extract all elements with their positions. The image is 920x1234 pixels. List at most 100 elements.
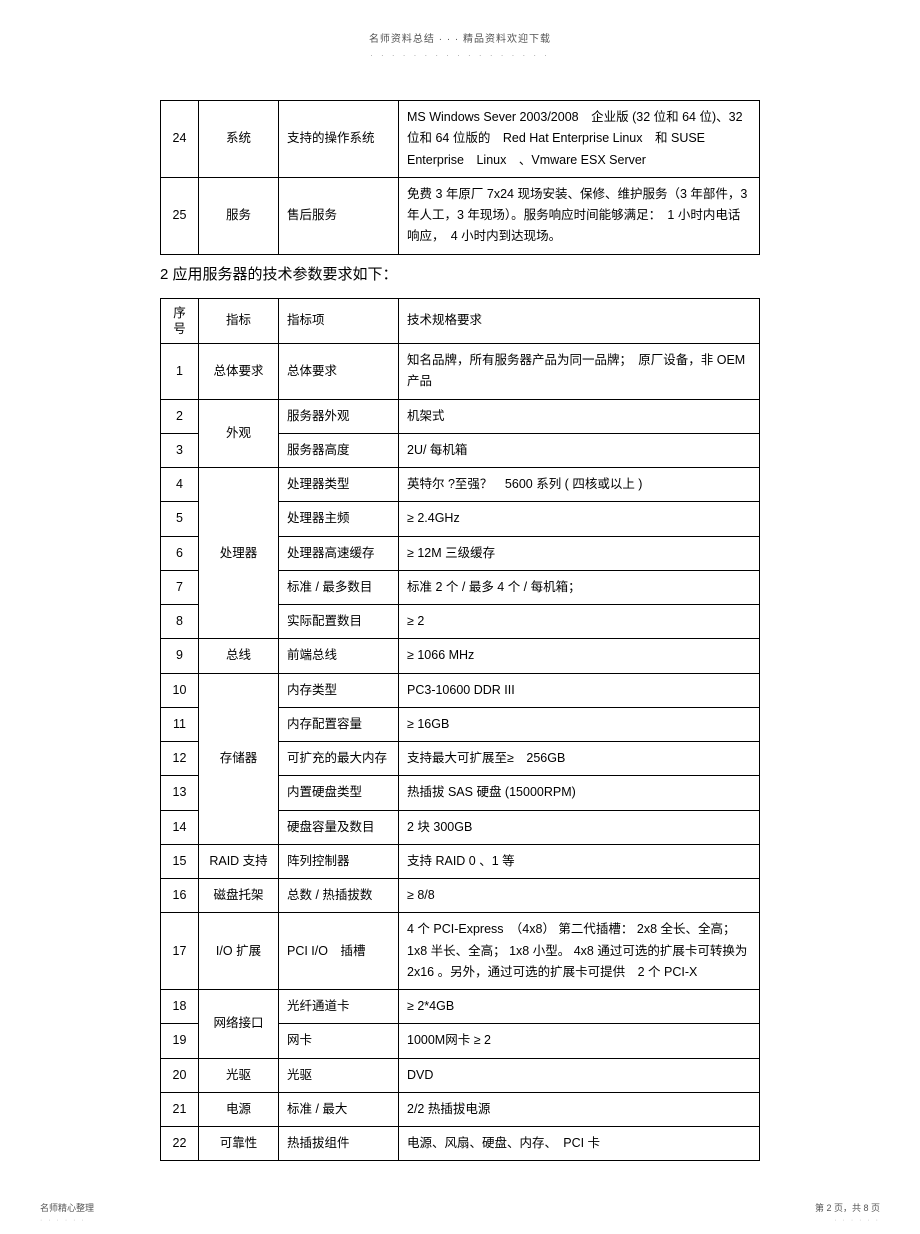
cell-item: PCI I/O 插槽 (279, 913, 399, 990)
cell-seq: 21 (161, 1092, 199, 1126)
cell-item: 光驱 (279, 1058, 399, 1092)
table-row: 16磁盘托架总数 / 热插拔数≥ 8/8 (161, 879, 760, 913)
cell-seq: 11 (161, 707, 199, 741)
cell-cat: 总线 (199, 639, 279, 673)
cell-item: 内置硬盘类型 (279, 776, 399, 810)
cell-seq: 5 (161, 502, 199, 536)
table-row: 4处理器处理器类型英特尔 ?至强？ 5600 系列 ( 四核或以上 ) (161, 468, 760, 502)
cell-cat: 系统 (199, 101, 279, 178)
cell-seq: 12 (161, 742, 199, 776)
cell-spec: MS Windows Sever 2003/2008 企业版 (32 位和 64… (399, 101, 760, 178)
table-row: 17I/O 扩展PCI I/O 插槽4 个 PCI-Express （4x8） … (161, 913, 760, 990)
cell-item: 热插拔组件 (279, 1127, 399, 1161)
cell-cat: 总体要求 (199, 344, 279, 400)
cell-cat: 网络接口 (199, 990, 279, 1059)
cell-seq: 4 (161, 468, 199, 502)
cell-spec: 4 个 PCI-Express （4x8） 第二代插槽： 2x8 全长、全高； … (399, 913, 760, 990)
cell-cat: 处理器 (199, 468, 279, 639)
cell-spec: 热插拔 SAS 硬盘 (15000RPM) (399, 776, 760, 810)
cell-item: 阵列控制器 (279, 844, 399, 878)
cell-item: 服务器高度 (279, 433, 399, 467)
table-row: 21电源标准 / 最大2/2 热插拔电源 (161, 1092, 760, 1126)
cell-spec: 英特尔 ?至强？ 5600 系列 ( 四核或以上 ) (399, 468, 760, 502)
cell-spec: 知名品牌，所有服务器产品为同一品牌； 原厂设备，非 OEM产品 (399, 344, 760, 400)
cell-spec: 机架式 (399, 399, 760, 433)
header-cell-spec: 技术规格要求 (399, 298, 760, 344)
cell-seq: 16 (161, 879, 199, 913)
table-row: 2外观服务器外观机架式 (161, 399, 760, 433)
section-2-title: 2 应用服务器的技术参数要求如下： (160, 263, 760, 284)
cell-seq: 24 (161, 101, 199, 178)
table-row: 18网络接口光纤通道卡≥ 2*4GB (161, 990, 760, 1024)
cell-spec: 免费 3 年原厂 7x24 现场安装、保修、维护服务（3 年部件，3 年人工，3… (399, 177, 760, 254)
page-header-title: 名师资料总结 · · · 精品资料欢迎下载 (160, 30, 760, 45)
footer-right-text: 第 2 页，共 8 页 (815, 1201, 880, 1214)
header-cell-seq: 序 号 (161, 298, 199, 344)
cell-item: 实际配置数目 (279, 605, 399, 639)
cell-seq: 7 (161, 570, 199, 604)
table-row: 10存储器内存类型PC3-10600 DDR III (161, 673, 760, 707)
cell-seq: 3 (161, 433, 199, 467)
cell-seq: 22 (161, 1127, 199, 1161)
cell-seq: 20 (161, 1058, 199, 1092)
cell-cat: 光驱 (199, 1058, 279, 1092)
cell-spec: ≥ 16GB (399, 707, 760, 741)
cell-item: 光纤通道卡 (279, 990, 399, 1024)
cell-seq: 17 (161, 913, 199, 990)
page-header-dots: · · · · · · · · · · · · · · · · · (160, 51, 760, 60)
header-cell-cat: 指标 (199, 298, 279, 344)
cell-item: 可扩充的最大内存 (279, 742, 399, 776)
table-row: 24系统支持的操作系统MS Windows Sever 2003/2008 企业… (161, 101, 760, 178)
cell-cat: 电源 (199, 1092, 279, 1126)
cell-seq: 10 (161, 673, 199, 707)
cell-spec: DVD (399, 1058, 760, 1092)
table-header-row: 序 号指标指标项技术规格要求 (161, 298, 760, 344)
cell-spec: 支持最大可扩展至≥ 256GB (399, 742, 760, 776)
footer-dots-right: · · · · · · (834, 1217, 880, 1224)
cell-item: 处理器高速缓存 (279, 536, 399, 570)
cell-spec: 标准 2 个 / 最多 4 个 / 每机箱； (399, 570, 760, 604)
cell-item: 标准 / 最多数目 (279, 570, 399, 604)
footer-dots-left: · · · · · · (40, 1217, 86, 1224)
cell-seq: 14 (161, 810, 199, 844)
cell-item: 内存配置容量 (279, 707, 399, 741)
cell-spec: 2/2 热插拔电源 (399, 1092, 760, 1126)
table-row: 9总线前端总线≥ 1066 MHz (161, 639, 760, 673)
page-container: 名师资料总结 · · · 精品资料欢迎下载 · · · · · · · · · … (0, 0, 920, 1234)
cell-seq: 15 (161, 844, 199, 878)
cell-item: 服务器外观 (279, 399, 399, 433)
cell-seq: 2 (161, 399, 199, 433)
cell-item: 总数 / 热插拔数 (279, 879, 399, 913)
cell-spec: 1000M网卡 ≥ 2 (399, 1024, 760, 1058)
table-row: 22可靠性热插拔组件电源、风扇、硬盘、内存、 PCI 卡 (161, 1127, 760, 1161)
table-row: 15RAID 支持阵列控制器支持 RAID 0 、1 等 (161, 844, 760, 878)
cell-seq: 1 (161, 344, 199, 400)
cell-item: 处理器类型 (279, 468, 399, 502)
cell-seq: 9 (161, 639, 199, 673)
cell-item: 标准 / 最大 (279, 1092, 399, 1126)
table-row: 25服务售后服务免费 3 年原厂 7x24 现场安装、保修、维护服务（3 年部件… (161, 177, 760, 254)
cell-cat: 服务 (199, 177, 279, 254)
cell-spec: ≥ 8/8 (399, 879, 760, 913)
cell-cat: 可靠性 (199, 1127, 279, 1161)
header-cell-item: 指标项 (279, 298, 399, 344)
cell-cat: 外观 (199, 399, 279, 468)
cell-spec: 支持 RAID 0 、1 等 (399, 844, 760, 878)
table-app-server-spec: 序 号指标指标项技术规格要求1总体要求总体要求知名品牌，所有服务器产品为同一品牌… (160, 298, 760, 1162)
cell-seq: 13 (161, 776, 199, 810)
page-footer: 名师精心整理 第 2 页，共 8 页 (40, 1201, 880, 1214)
table-row: 1总体要求总体要求知名品牌，所有服务器产品为同一品牌； 原厂设备，非 OEM产品 (161, 344, 760, 400)
cell-item: 售后服务 (279, 177, 399, 254)
cell-item: 内存类型 (279, 673, 399, 707)
cell-spec: 电源、风扇、硬盘、内存、 PCI 卡 (399, 1127, 760, 1161)
cell-item: 总体要求 (279, 344, 399, 400)
cell-item: 硬盘容量及数目 (279, 810, 399, 844)
cell-item: 支持的操作系统 (279, 101, 399, 178)
cell-spec: ≥ 2*4GB (399, 990, 760, 1024)
cell-spec: 2 块 300GB (399, 810, 760, 844)
cell-spec: ≥ 12M 三级缓存 (399, 536, 760, 570)
cell-spec: ≥ 1066 MHz (399, 639, 760, 673)
cell-spec: 2U/ 每机箱 (399, 433, 760, 467)
cell-seq: 8 (161, 605, 199, 639)
cell-seq: 18 (161, 990, 199, 1024)
